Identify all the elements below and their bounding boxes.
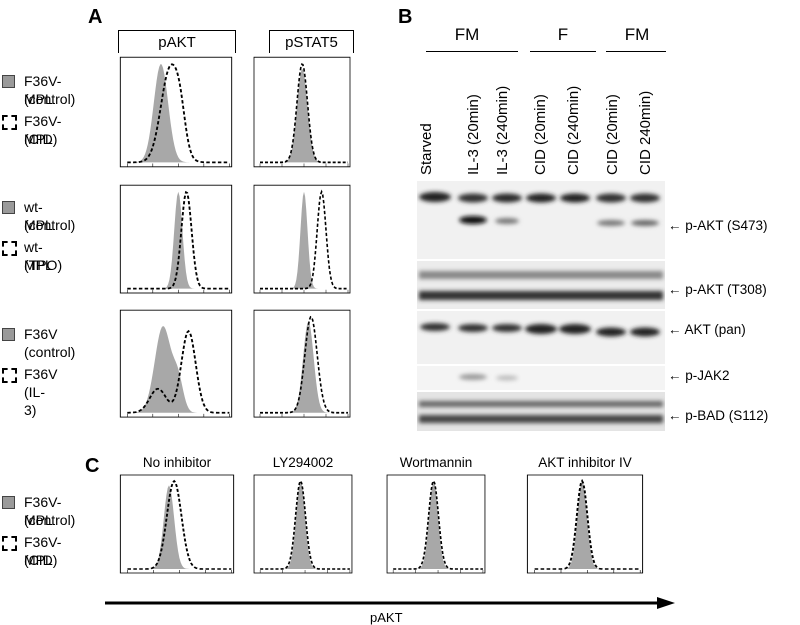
blot-strip-t308 (417, 261, 665, 309)
lane-label-cid-20-fm: CID (20min) (604, 94, 621, 175)
group-bracket-f (530, 51, 596, 52)
panel-label-a: A (88, 6, 103, 28)
control-histogram (127, 326, 230, 413)
legend-control-line-2: (control) (24, 512, 76, 528)
band-label-text: p-AKT (S473) (685, 218, 768, 233)
legend-control-line-1: F36V-MPL (24, 73, 62, 107)
control-histogram (260, 191, 348, 289)
control-histogram (534, 481, 641, 569)
legend-treated-line-2: (CID) (24, 552, 58, 568)
arrow-left-icon: ← (668, 218, 682, 233)
legend-treated-line-1: F36V-MPL (24, 534, 62, 568)
treated-histogram (393, 479, 483, 570)
panel-label-b: B (398, 6, 413, 28)
dashed-swatch-icon (2, 241, 17, 256)
band-label-jak2: ← p-JAK2 (668, 368, 730, 383)
panel-label-c: C (85, 455, 100, 477)
arrow-left-icon: ← (668, 282, 682, 297)
histogram-plot-7 (118, 473, 236, 583)
dashed-swatch-icon (2, 368, 17, 383)
band-label-text: p-AKT (T308) (685, 282, 767, 297)
plot-frame (119, 56, 233, 168)
treated-histogram (127, 63, 230, 164)
lane-label-cid-20-f: CID (20min) (532, 94, 549, 175)
blot-strip-pan (417, 311, 665, 364)
band-label-text: p-BAD (S112) (685, 408, 769, 423)
control-histogram (260, 69, 348, 163)
control-histogram (393, 481, 483, 569)
band-label-s473: ← p-AKT (S473) (668, 218, 768, 233)
legend-treated-line-1: wt-MPL (24, 239, 53, 273)
band-label-text: AKT (pan) (684, 322, 746, 337)
lane-label-starved: Starved (418, 123, 435, 175)
histogram-plot-2 (252, 55, 352, 178)
treated-histogram (260, 479, 350, 570)
histogram-plot-6 (252, 308, 352, 428)
treated-histogram (534, 478, 641, 570)
histogram-plot-1 (118, 55, 234, 178)
group-bracket-fm-1 (426, 51, 518, 52)
band-label-bad: ← p-BAD (S112) (668, 408, 768, 423)
control-histogram (127, 191, 230, 289)
fill-swatch-icon (2, 496, 15, 509)
panel-c-title-no-inhibitor: No inhibitor (142, 455, 212, 470)
lane-label-cid-240-f: CID (240min) (565, 85, 582, 175)
legend-treated-line-1: F36V (24, 366, 58, 382)
legend-control-line-1: wt-MPL (24, 199, 53, 233)
treated-histogram (260, 315, 348, 414)
fill-swatch-icon (2, 201, 15, 214)
treated-histogram (127, 329, 230, 414)
legend-control-line-2: (control) (24, 217, 76, 233)
blot-strip-jak2 (417, 366, 665, 390)
lane-label-il3-240: IL-3 (240min) (494, 85, 511, 175)
group-label-fm-2: FM (624, 25, 650, 44)
group-bracket-fm-2 (606, 51, 666, 52)
fill-swatch-icon (2, 75, 15, 88)
legend-control-line-1: F36V-MPL (24, 494, 62, 528)
histogram-plot-5 (118, 308, 234, 428)
histogram-plot-10 (525, 473, 645, 583)
histogram-plot-3 (118, 183, 234, 304)
band-label-text: p-JAK2 (685, 368, 730, 383)
blot-strip-bad (417, 392, 665, 431)
lane-label-cid-240-fm: CID 240min) (637, 90, 654, 175)
arrow-left-icon: ← (668, 368, 682, 383)
legend-treated-line-2: (IL-3) (24, 384, 45, 418)
control-histogram (127, 64, 230, 163)
western-blot-image (417, 181, 665, 431)
treated-histogram (127, 190, 230, 290)
panel-c-title-wortmannin: Wortmannin (399, 455, 473, 470)
histogram-plot-4 (252, 183, 352, 304)
treated-histogram (127, 479, 232, 570)
dashed-swatch-icon (2, 115, 17, 130)
panel-c-title-akt-inhibitor: AKT inhibitor IV (538, 455, 632, 470)
arrow-left-icon: ← (668, 408, 682, 423)
lane-label-il3-20: IL-3 (20min) (465, 94, 482, 175)
histogram-plot-8 (252, 473, 354, 583)
legend-treated-line-2: (CID) (24, 131, 58, 147)
group-label-f: F (557, 25, 569, 44)
pakt-axis-label: pAKT (370, 610, 403, 625)
legend-control-line-1: F36V (24, 326, 58, 342)
treated-histogram (260, 63, 348, 164)
legend-treated-line-2: (TPO) (24, 257, 63, 273)
legend-control-line-2: (control) (24, 91, 76, 107)
group-label-fm-1: FM (454, 25, 480, 44)
pakt-axis-arrow (105, 596, 675, 610)
control-histogram (260, 481, 350, 569)
panel-c-title-ly294002: LY294002 (272, 455, 334, 470)
band-label-t308: ← p-AKT (T308) (668, 282, 767, 297)
panel-a-col-pstat5: pSTAT5 (269, 30, 354, 53)
band-label-pan: ← AKT (pan) (668, 322, 746, 337)
arrow-left-icon: ← (668, 322, 682, 337)
legend-control-line-2: (control) (24, 344, 76, 360)
blot-strip-s473 (417, 181, 665, 259)
panel-a-col-pakt: pAKT (118, 30, 236, 53)
legend-treated-line-1: F36V-MPL (24, 113, 62, 147)
fill-swatch-icon (2, 328, 15, 341)
histogram-plot-9 (385, 473, 487, 583)
dashed-swatch-icon (2, 536, 17, 551)
